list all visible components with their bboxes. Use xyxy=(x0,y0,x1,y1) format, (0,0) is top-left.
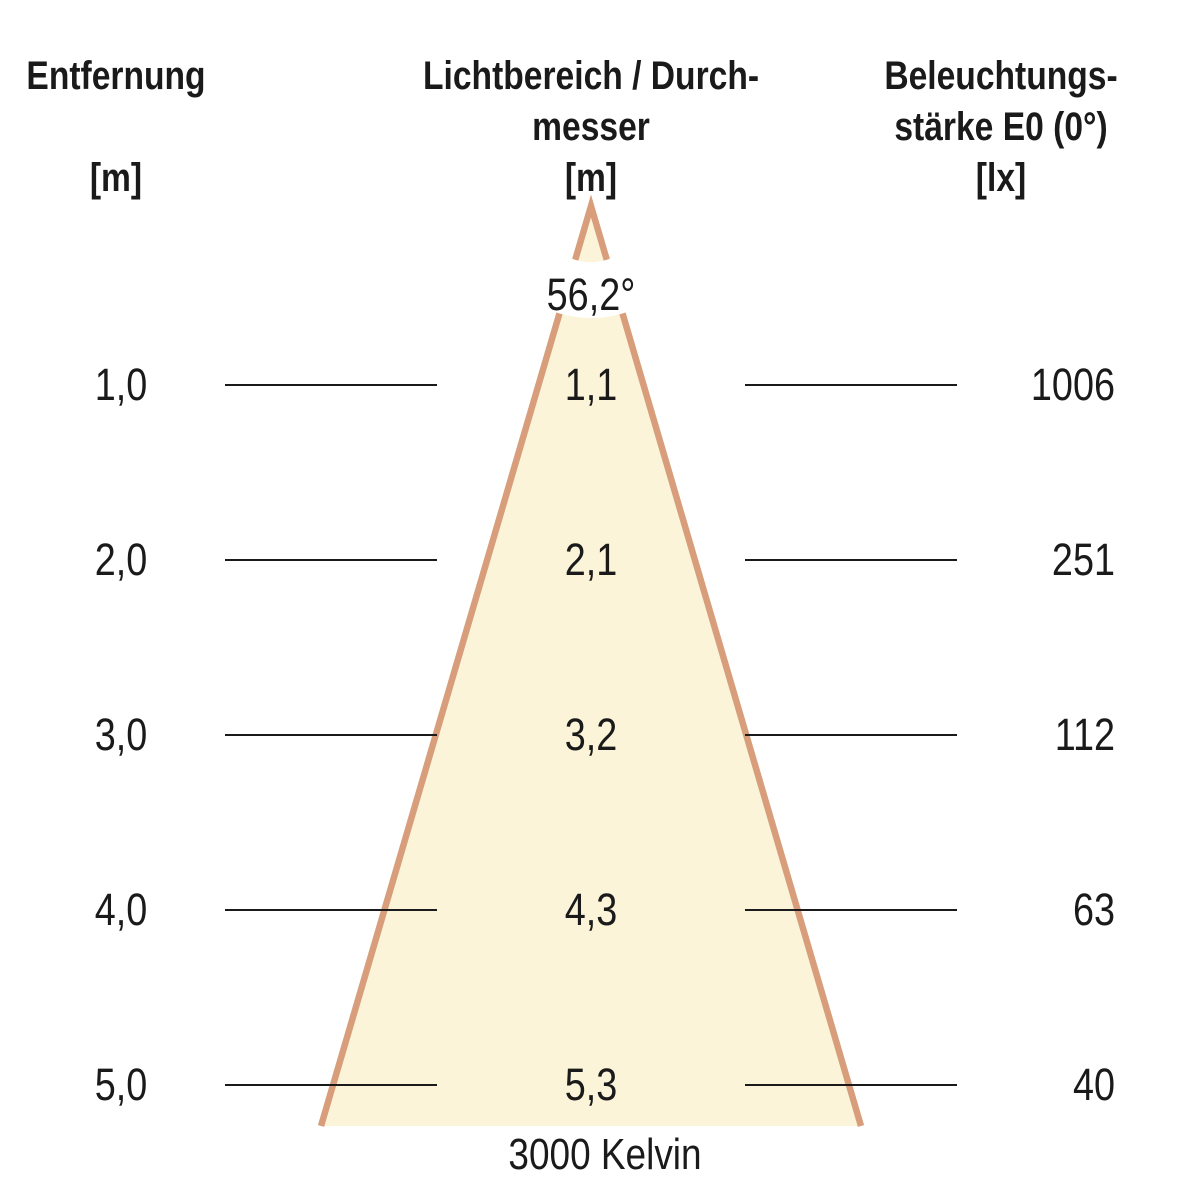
distance-value-1: 1,0 xyxy=(94,359,148,410)
header-illuminance-unit: [lx] xyxy=(975,156,1027,200)
diameter-value-5: 5,3 xyxy=(564,1059,618,1110)
illuminance-value-1: 1006 xyxy=(1030,359,1115,410)
diameter-value-1: 1,1 xyxy=(564,359,618,410)
header-diameter-unit: [m] xyxy=(564,156,618,200)
light-cone-border xyxy=(317,194,865,1127)
header-illuminance-title-line2: stärke E0 (0°) xyxy=(894,105,1108,149)
distance-value-3: 3,0 xyxy=(94,709,148,760)
illuminance-value-4: 63 xyxy=(1072,884,1115,935)
header-distance-title: Entfernung xyxy=(26,54,206,98)
distance-value-5: 5,0 xyxy=(94,1059,148,1110)
header-diameter-title-line2: messer xyxy=(532,105,650,149)
diameter-value-4: 4,3 xyxy=(564,884,618,935)
beam-angle-value: 56,2° xyxy=(546,269,636,320)
light-cone-fill xyxy=(321,206,861,1126)
header-diameter-title-line1: Lichtbereich / Durch- xyxy=(423,54,760,98)
header-illuminance-title-line1: Beleuchtungs- xyxy=(884,54,1118,98)
column-header-illuminance: Beleuchtungs- stärke E0 (0°) [lx] xyxy=(858,51,1144,204)
column-header-diameter: Lichtbereich / Durch- messer [m] xyxy=(423,51,759,204)
header-distance-spacer xyxy=(19,102,214,153)
beam-angle-gap-band xyxy=(479,94,703,318)
illuminance-value-2: 251 xyxy=(1051,534,1115,585)
diameter-value-3: 3,2 xyxy=(564,709,618,760)
diameter-value-2: 2,1 xyxy=(564,534,618,585)
connector-lines xyxy=(225,384,957,1086)
distance-value-2: 2,0 xyxy=(94,534,148,585)
header-distance-unit: [m] xyxy=(89,156,143,200)
column-header-distance: Entfernung [m] xyxy=(19,51,214,204)
distance-value-4: 4,0 xyxy=(94,884,148,935)
illuminance-value-5: 40 xyxy=(1072,1059,1115,1110)
color-temperature-label: 3000 Kelvin xyxy=(508,1130,702,1179)
illuminance-value-3: 112 xyxy=(1054,709,1115,760)
